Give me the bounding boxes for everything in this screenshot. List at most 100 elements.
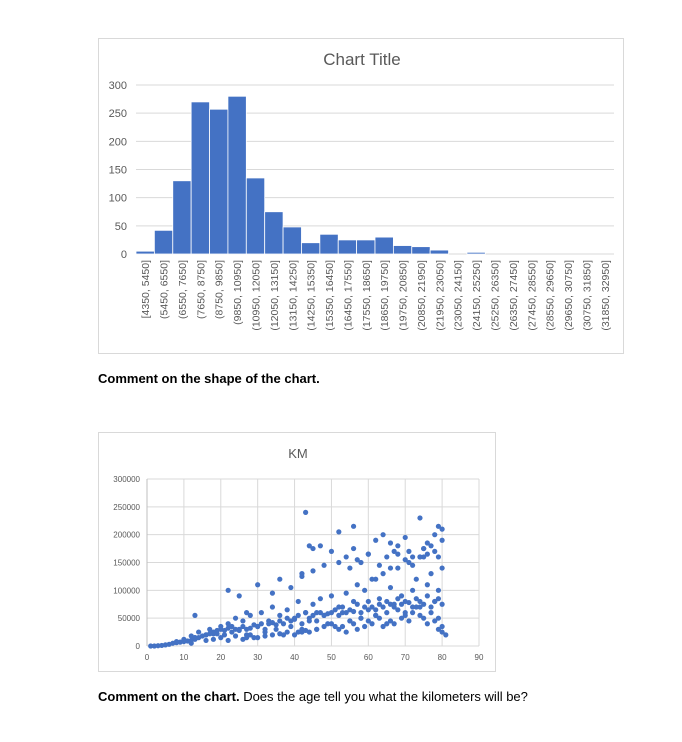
- point-195: [417, 612, 423, 618]
- point-151: [192, 635, 198, 641]
- comment-2-rest: Does the age tell you what the kilometer…: [239, 689, 528, 704]
- point-59: [365, 598, 371, 605]
- x-tick-label-4: (8750, 9850]: [214, 260, 226, 319]
- point-201: [439, 623, 445, 630]
- point-261: [443, 632, 449, 638]
- point-247: [406, 548, 412, 554]
- bar-12: [356, 239, 376, 255]
- point-22: [229, 623, 235, 630]
- point-64: [384, 598, 390, 605]
- point-140: [406, 559, 412, 566]
- point-56: [354, 601, 360, 607]
- x-tick-label-25: (31850, 32950]: [600, 260, 612, 331]
- point-25: [240, 623, 246, 630]
- point-240: [365, 551, 371, 557]
- point-68: [398, 601, 405, 607]
- point-202: [192, 612, 198, 618]
- point-95: [240, 618, 246, 624]
- point-238: [347, 565, 353, 571]
- x-tick-label-50: 50: [327, 653, 336, 662]
- point-211: [306, 543, 312, 549]
- point-110: [295, 598, 301, 605]
- point-232: [439, 526, 445, 532]
- bar-15: [411, 246, 431, 255]
- point-72: [413, 596, 419, 602]
- point-102: [266, 621, 272, 627]
- x-tick-label-17: (23050, 24150]: [453, 260, 465, 331]
- y-tick-label-300: 300: [109, 80, 127, 92]
- x-tick-label-7: (12050, 13150]: [269, 260, 281, 331]
- point-212: [310, 545, 316, 552]
- point-177: [350, 621, 357, 627]
- point-130: [369, 576, 375, 582]
- comment-1-bold: Comment on the shape of the chart.: [98, 371, 320, 386]
- x-tick-label-23: (29650, 30750]: [563, 260, 575, 331]
- point-123: [343, 590, 349, 596]
- y-tick-label-150: 150: [109, 165, 127, 177]
- point-119: [328, 593, 335, 599]
- point-58: [362, 604, 368, 610]
- point-142: [413, 576, 419, 582]
- point-182: [369, 621, 375, 627]
- point-35: [277, 618, 283, 624]
- point-90: [221, 632, 228, 638]
- point-245: [395, 551, 401, 557]
- point-243: [384, 554, 390, 560]
- point-215: [336, 529, 342, 535]
- y-tick-label-300000: 300000: [113, 475, 140, 484]
- point-225: [402, 534, 408, 541]
- scatter-chart: KM 0 50000 100000 150000 200000 250000 300000 0 1…: [113, 446, 484, 662]
- point-152: [203, 637, 209, 644]
- point-253: [432, 548, 438, 554]
- point-155: [225, 637, 231, 644]
- point-252: [428, 543, 434, 549]
- point-229: [424, 540, 430, 546]
- point-189: [395, 607, 401, 613]
- point-159: [247, 632, 253, 638]
- point-161: [262, 633, 268, 639]
- point-70: [406, 599, 412, 606]
- point-128: [362, 587, 368, 593]
- point-181: [365, 618, 371, 624]
- point-107: [284, 607, 290, 613]
- bar-1: [153, 229, 174, 255]
- point-169: [306, 629, 312, 635]
- point-116: [317, 596, 323, 602]
- point-165: [291, 632, 298, 638]
- point-239: [354, 557, 360, 563]
- point-93: [232, 615, 239, 621]
- point-51: [336, 612, 342, 618]
- point-46: [317, 610, 323, 616]
- point-188: [391, 621, 397, 627]
- point-259: [435, 626, 442, 632]
- bar-6: [245, 177, 266, 255]
- point-97: [247, 612, 253, 618]
- point-91: [225, 621, 231, 627]
- point-235: [314, 610, 320, 616]
- x-tick-label-90: 90: [475, 653, 484, 662]
- x-tick-label-8: (13150, 14250]: [287, 260, 299, 331]
- point-87: [210, 631, 216, 637]
- comment-2: Comment on the chart. Does the age tell …: [98, 689, 528, 704]
- point-99: [255, 623, 261, 630]
- histogram-chart-frame: Chart Title 0 50 100 150 200 250 300 [4350, 5450…: [98, 38, 624, 354]
- y-tick-label-150000: 150000: [113, 559, 140, 568]
- point-45: [314, 618, 320, 624]
- point-207: [269, 590, 276, 596]
- bar-8: [282, 226, 302, 255]
- x-tick-label-10: 10: [179, 653, 188, 662]
- point-71: [410, 604, 416, 610]
- x-tick-label-20: 20: [216, 653, 225, 662]
- point-162: [269, 632, 276, 638]
- x-tick-label-70: 70: [401, 653, 410, 662]
- point-198: [428, 610, 434, 616]
- point-164: [284, 629, 290, 635]
- point-254: [435, 554, 442, 560]
- x-tick-label-13: (18650, 19750]: [379, 260, 391, 331]
- x-tick-label-30: 30: [253, 653, 262, 662]
- point-112: [303, 610, 309, 616]
- point-154: [218, 635, 224, 641]
- point-113: [306, 618, 312, 624]
- point-137: [395, 565, 401, 571]
- point-135: [387, 584, 394, 591]
